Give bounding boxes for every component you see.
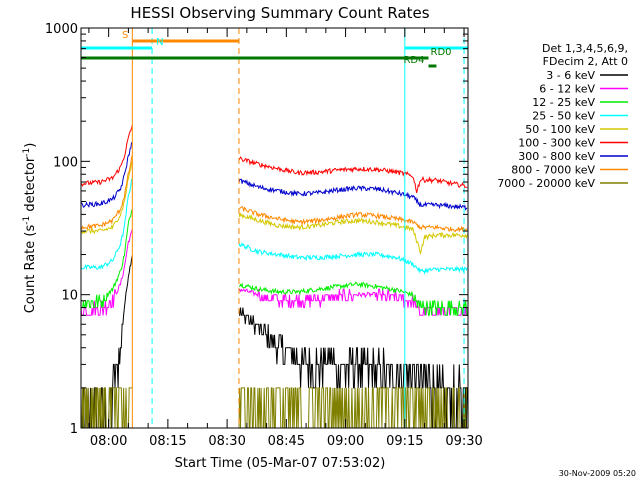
x-tick-label: 09:30 bbox=[445, 434, 482, 449]
flag-label: N bbox=[156, 37, 163, 48]
legend-entry-label: 300 - 800 keV bbox=[518, 150, 595, 163]
x-tick-label: 08:30 bbox=[208, 434, 245, 449]
legend-entry-label: 12 - 25 keV bbox=[532, 96, 595, 109]
y-tick-label: 1000 bbox=[45, 22, 78, 37]
y-axis-label-part: ) bbox=[23, 143, 38, 148]
y-tick-label: 1 bbox=[70, 422, 78, 437]
legend-entry-label: 25 - 50 keV bbox=[532, 110, 595, 123]
x-tick-label: 09:15 bbox=[386, 434, 423, 449]
series-line bbox=[81, 161, 468, 256]
series-line bbox=[81, 209, 468, 316]
legend-entry-label: 7000 - 20000 keV bbox=[497, 177, 595, 190]
legend-entry-label: 100 - 300 keV bbox=[518, 137, 595, 150]
legend-entry-label: 50 - 100 keV bbox=[525, 123, 595, 136]
y-axis-label-sup: -1 bbox=[22, 148, 32, 157]
plot-frame bbox=[80, 27, 469, 429]
legend: Det 1,3,4,5,6,9, FDecim 2, Att 0 3 - 6 k… bbox=[497, 42, 628, 190]
x-tick-label: 08:00 bbox=[90, 434, 127, 449]
y-axis-label-part: Count Rate (s bbox=[23, 225, 38, 314]
timestamp: 30-Nov-2009 05:20 bbox=[559, 469, 636, 478]
x-axis: 08:00 08:15 08:30 08:45 09:00 09:15 09:30 bbox=[88, 28, 483, 449]
flag-label: S bbox=[122, 30, 128, 41]
plot-area: S N RD0 RD4 bbox=[80, 28, 468, 428]
legend-header: FDecim 2, Att 0 bbox=[543, 55, 628, 68]
series-line bbox=[81, 387, 468, 428]
series-line bbox=[81, 141, 468, 211]
flag-label: RD4 bbox=[403, 55, 424, 66]
y-axis-label-sup: -1 bbox=[22, 216, 32, 225]
series-line bbox=[81, 255, 468, 428]
legend-entry-label: 800 - 7000 keV bbox=[511, 164, 595, 177]
flag-label: RD0 bbox=[431, 47, 452, 58]
legend-entry-label: 6 - 12 keV bbox=[539, 83, 595, 96]
x-tick-label: 09:00 bbox=[327, 434, 364, 449]
y-axis-label-part: detector bbox=[23, 156, 38, 216]
legend-entry-label: 3 - 6 keV bbox=[546, 69, 595, 82]
x-axis-label: Start Time (05-Mar-07 07:53:02) bbox=[175, 456, 386, 471]
y-axis-label: Count Rate (s-1 detector-1) bbox=[22, 143, 38, 314]
y-tick-label: 100 bbox=[53, 155, 78, 170]
series-line bbox=[81, 125, 468, 194]
x-tick-label: 08:15 bbox=[149, 434, 186, 449]
y-axis: 1 10 100 1000 bbox=[45, 22, 468, 437]
x-tick-label: 08:45 bbox=[268, 434, 305, 449]
series-line bbox=[81, 155, 468, 234]
chart-title: HESSI Observing Summary Count Rates bbox=[130, 4, 429, 22]
series-line bbox=[81, 229, 468, 316]
y-tick-label: 10 bbox=[61, 289, 78, 304]
series-line bbox=[81, 178, 468, 275]
legend-header: Det 1,3,4,5,6,9, bbox=[542, 42, 628, 55]
